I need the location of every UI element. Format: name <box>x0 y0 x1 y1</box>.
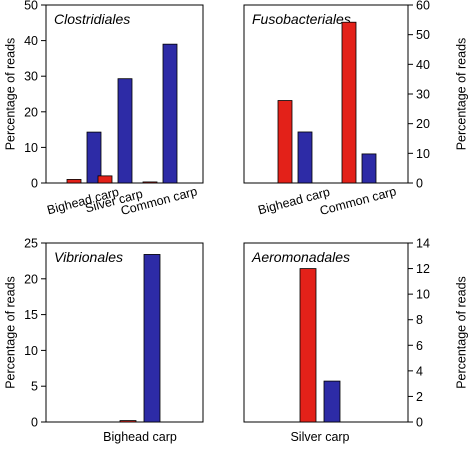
y-tick-label: 14 <box>416 237 430 251</box>
chart-title: Aeromonadales <box>251 249 350 265</box>
y-tick-label: 2 <box>416 390 423 404</box>
y-tick-label: 12 <box>416 262 430 276</box>
panel-vibrionales: Vibrionales 0 5 10 15 20 25 Percentage of reads… <box>3 237 204 444</box>
plot-frame <box>45 242 204 423</box>
y-tick-label: 10 <box>416 288 430 302</box>
bar-bighead-carp-series-2 <box>86 131 102 184</box>
y-tick-label: 0 <box>31 177 38 191</box>
bar-bighead-carp-series-1 <box>66 179 82 184</box>
y-axis-label: Percentage of reads <box>3 38 17 151</box>
y-tick-label: 50 <box>416 28 430 42</box>
y-tick-label: 50 <box>24 0 38 13</box>
y-tick-label: 10 <box>24 141 38 155</box>
bar-silver-carp-series-2 <box>117 78 133 184</box>
bar-bighead-carp-series-2 <box>297 131 313 184</box>
plot-frame <box>243 4 409 184</box>
y-tick-label: 40 <box>416 58 430 72</box>
panel-clostridiales: Clostridiales 0 10 20 30 40 50 Percentage of re… <box>3 0 204 218</box>
y-axis-label: Percentage of reads <box>454 38 468 151</box>
y-tick-label: 40 <box>24 34 38 48</box>
y-tick-label: 8 <box>416 313 423 327</box>
y-tick-label: 10 <box>24 344 38 358</box>
y-tick-label: 10 <box>416 147 430 161</box>
bar-silver-carp-series-1 <box>299 268 317 423</box>
x-tick-label: Bighead carp <box>103 430 177 444</box>
y-tick-label: 0 <box>416 416 423 430</box>
bar-bighead-carp-series-1 <box>119 420 137 423</box>
x-tick-label: Silver carp <box>290 430 349 444</box>
y-tick-label: 60 <box>416 0 430 13</box>
y-tick-label: 20 <box>24 105 38 119</box>
y-axis-label: Percentage of reads <box>3 276 17 389</box>
y-tick-label: 6 <box>416 339 423 353</box>
chart-title: Clostridiales <box>54 11 130 27</box>
chart-title: Fusobacteriales <box>252 11 351 27</box>
bar-common-carp-series-1 <box>341 21 357 184</box>
bar-bighead-carp-series-1 <box>277 100 293 184</box>
y-tick-label: 30 <box>24 70 38 84</box>
y-tick-label: 30 <box>416 88 430 102</box>
y-axis-label: Percentage of reads <box>454 276 468 389</box>
y-tick-label: 0 <box>31 416 38 430</box>
y-tick-label: 4 <box>416 364 423 378</box>
panel-fusobacteriales: Fusobacteriales 0 10 20 30 40 50 60 Percentage o… <box>243 0 468 218</box>
y-tick-label: 25 <box>24 237 38 251</box>
bar-silver-carp-series-1 <box>97 175 113 184</box>
y-tick-label: 20 <box>416 117 430 131</box>
y-tick-label: 5 <box>31 380 38 394</box>
bar-common-carp-series-2 <box>361 153 377 184</box>
panel-aeromonadales: Aeromonadales 0 2 4 6 8 10 12 14 Percentage of re… <box>243 237 468 444</box>
chart-title: Vibrionales <box>54 249 123 265</box>
x-tick-label: Common carp <box>318 184 397 218</box>
y-tick-label: 0 <box>416 177 423 191</box>
bar-common-carp-series-1 <box>142 181 158 184</box>
bar-common-carp-series-2 <box>162 43 178 184</box>
bar-bighead-carp-series-2 <box>143 254 161 423</box>
y-tick-label: 20 <box>24 272 38 286</box>
bar-silver-carp-series-2 <box>323 380 341 423</box>
y-tick-label: 15 <box>24 308 38 322</box>
